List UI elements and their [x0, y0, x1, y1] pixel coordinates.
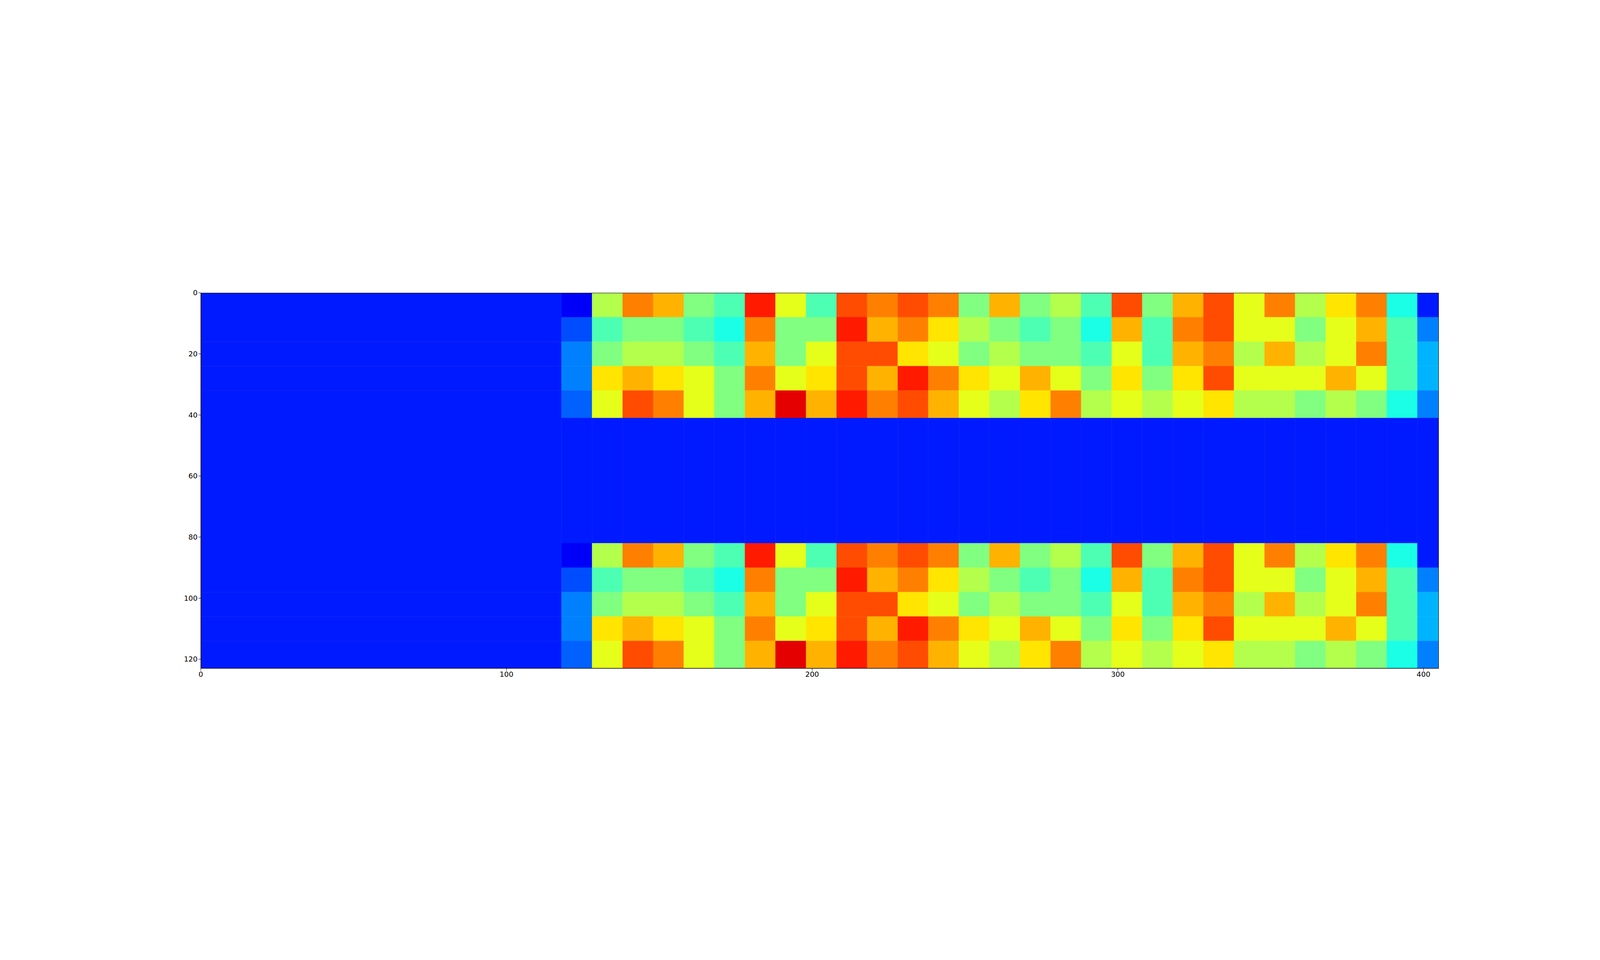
svg-text:0: 0 — [193, 288, 198, 297]
svg-text:80: 80 — [188, 532, 198, 542]
svg-text:400: 400 — [1416, 670, 1431, 679]
svg-text:100: 100 — [499, 670, 514, 679]
svg-text:300: 300 — [1110, 670, 1125, 679]
svg-text:0: 0 — [198, 670, 203, 679]
svg-text:200: 200 — [805, 670, 819, 679]
svg-text:120: 120 — [184, 654, 198, 664]
svg-text:60: 60 — [188, 471, 198, 480]
svg-text:20: 20 — [188, 349, 198, 358]
svg-text:100: 100 — [184, 594, 198, 603]
svg-text:40: 40 — [188, 410, 198, 420]
